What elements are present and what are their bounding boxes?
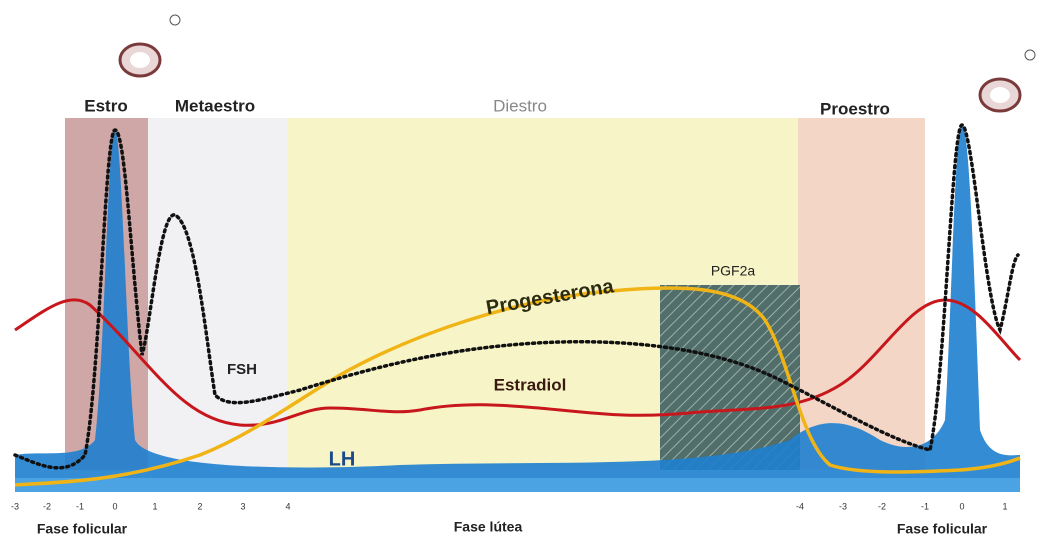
axis-tick: -3 xyxy=(839,501,847,511)
pgf2a-box xyxy=(660,285,800,470)
phase-label: Proestro xyxy=(820,99,890,118)
axis-tick: -1 xyxy=(76,501,84,511)
phase-label: Diestro xyxy=(493,96,547,115)
metaestro-band xyxy=(148,118,288,470)
axis-tick: 3 xyxy=(240,501,245,511)
axis-tick: -2 xyxy=(43,501,51,511)
lh-curve xyxy=(15,125,1020,492)
axis-tick: 1 xyxy=(1002,501,1007,511)
hormone-label: Estradiol xyxy=(494,375,567,394)
axis-tick: -3 xyxy=(11,501,19,511)
phase-period-label: Fase folicular xyxy=(37,521,128,537)
oocyte-icon xyxy=(118,14,181,78)
oocyte-icon xyxy=(978,49,1036,113)
hormone-label: PGF2a xyxy=(711,263,756,279)
axis-tick: 0 xyxy=(959,501,964,511)
phase-label: Metaestro xyxy=(175,96,255,115)
axis-tick: -4 xyxy=(796,501,804,511)
proestro-band xyxy=(798,118,925,470)
lh-base xyxy=(15,478,1020,492)
progesterona-curve xyxy=(14,286,1021,487)
axis-ticks: -3 -2 -1 0 1 2 3 4 -4 -3 -2 -1 0 1 xyxy=(11,501,1008,511)
phase-label: Estro xyxy=(84,96,127,115)
hormone-label: FSH xyxy=(227,361,257,378)
phase-period-label: Fase folicular xyxy=(897,521,988,537)
axis-tick: 4 xyxy=(285,501,290,511)
axis-tick: 2 xyxy=(197,501,202,511)
phase-period-label: Fase lútea xyxy=(454,519,523,535)
axis-tick: -1 xyxy=(921,501,929,511)
axis-tick: -2 xyxy=(878,501,886,511)
axis-tick: 0 xyxy=(112,501,117,511)
axis-tick: 1 xyxy=(152,501,157,511)
estradiol-curve xyxy=(14,298,1022,427)
fsh-curve xyxy=(13,123,1020,470)
hormone-label: LH xyxy=(329,448,356,470)
